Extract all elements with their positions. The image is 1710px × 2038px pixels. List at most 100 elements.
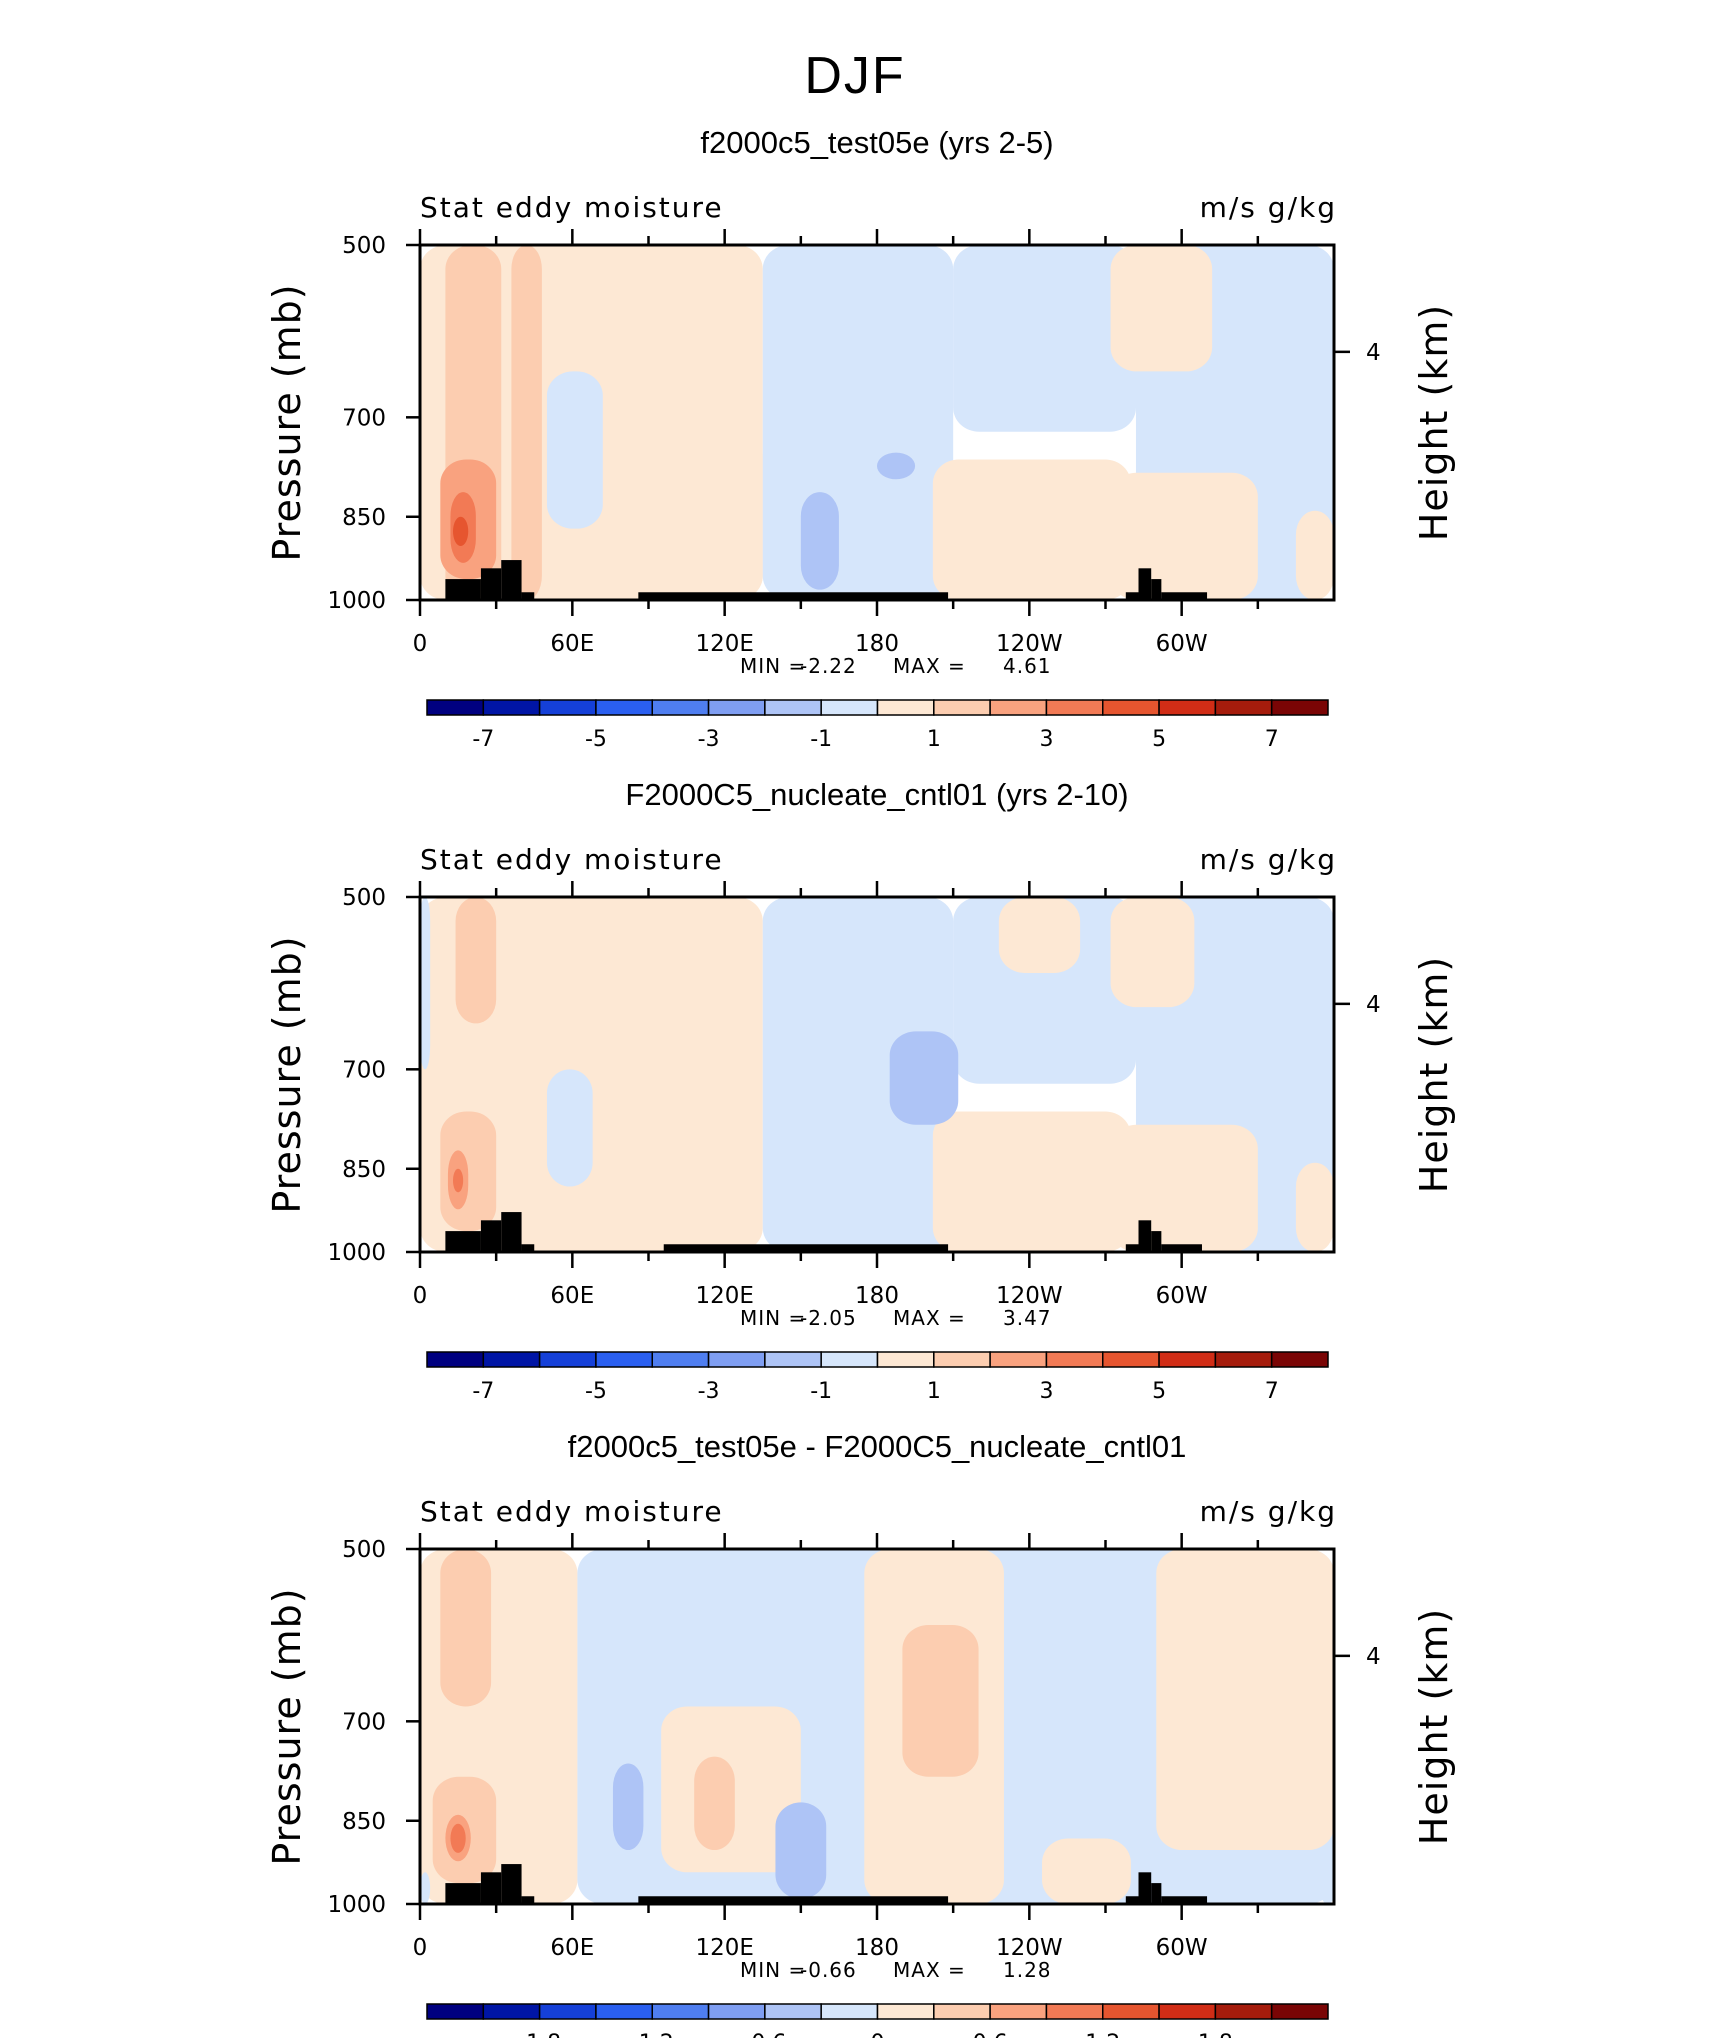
terrain-block — [1161, 1244, 1202, 1252]
panel-title: f2000c5_test05e - F2000C5_nucleate_cntl0… — [568, 1429, 1187, 1464]
y-axis-title: Pressure (mb) — [265, 1587, 309, 1865]
contour-region — [1156, 1549, 1334, 1851]
panel-title: f2000c5_test05e (yrs 2-5) — [700, 125, 1053, 160]
colorbar-label: -1.2 — [631, 2031, 674, 2038]
colorbar-swatch — [1045, 2003, 1104, 2020]
colorbar-swatch — [1158, 2003, 1217, 2020]
contour-region — [453, 516, 469, 547]
max-value: 1.28 — [1003, 1958, 1052, 1982]
colorbar-label: -0.6 — [743, 2031, 786, 2038]
chart-panel-3: f2000c5_test05e - F2000C5_nucleate_cntl0… — [265, 1429, 1456, 2038]
max-label: MAX = — [893, 1958, 966, 1982]
colorbar-label: 1.2 — [1085, 2031, 1120, 2038]
terrain-block — [1125, 1896, 1139, 1904]
colorbar-swatch — [820, 2003, 879, 2020]
contour-region — [1295, 1162, 1334, 1252]
terrain-block — [521, 1896, 535, 1904]
terrain-block — [1138, 1220, 1152, 1252]
colorbar-swatch — [820, 699, 879, 716]
colorbar-swatch — [426, 2003, 485, 2020]
contour-region — [612, 1763, 644, 1851]
terrain-block — [445, 579, 481, 600]
variable-label: Stat eddy moisture — [420, 1495, 724, 1528]
contour-region — [420, 897, 431, 1070]
colorbar-swatch — [1158, 1351, 1217, 1368]
terrain-block — [501, 1212, 522, 1252]
y-tick-label: 700 — [342, 405, 386, 431]
units-label: m/s g/kg — [1200, 191, 1337, 224]
colorbar-label: -5 — [585, 1379, 607, 1404]
x-tick-label: 0 — [413, 1935, 428, 1961]
contour-region — [546, 371, 603, 529]
contour-region — [932, 459, 1131, 600]
colorbar-swatch — [707, 2003, 766, 2020]
y-tick-label: 1000 — [327, 1240, 386, 1266]
terrain-block — [1125, 1244, 1139, 1252]
colorbar-label: -1 — [810, 727, 832, 752]
colorbar-label: 0 — [871, 2031, 885, 2038]
units-label: m/s g/kg — [1200, 843, 1337, 876]
colorbar-swatch — [1214, 699, 1273, 716]
colorbar-label: -1.8 — [518, 2031, 561, 2038]
terrain-block — [480, 568, 502, 600]
y2-tick-label: 4 — [1366, 992, 1381, 1018]
colorbar-swatch — [1270, 2003, 1329, 2020]
y-axis-title: Pressure (mb) — [265, 283, 309, 561]
x-tick-label: 60W — [1156, 631, 1208, 657]
colorbar-label: 5 — [1152, 727, 1166, 752]
colorbar-swatch — [1158, 699, 1217, 716]
contour-region — [455, 897, 497, 1024]
colorbar-swatch — [426, 1351, 485, 1368]
terrain-block — [638, 592, 949, 600]
y2-tick-label: 4 — [1366, 340, 1381, 366]
colorbar-swatch — [651, 2003, 710, 2020]
colorbar-swatch — [989, 1351, 1048, 1368]
colorbar-label: 3 — [1039, 1379, 1053, 1404]
colorbar-swatch — [1270, 1351, 1329, 1368]
contour-region — [420, 897, 763, 1252]
colorbar-label: 1 — [927, 727, 941, 752]
contour-region — [1110, 1124, 1258, 1252]
colorbar-swatch — [1214, 2003, 1273, 2020]
terrain-block — [638, 1896, 949, 1904]
terrain-block — [1151, 1883, 1162, 1904]
terrain-block — [663, 1244, 949, 1252]
terrain-block — [521, 1244, 535, 1252]
x-tick-label: 60E — [550, 1283, 594, 1309]
colorbar: -7 -5 -3 -1 1 3 5 7 — [426, 699, 1329, 752]
variable-label: Stat eddy moisture — [420, 191, 724, 224]
contour-region — [1295, 510, 1334, 600]
y-tick-label: 500 — [342, 885, 386, 911]
contour-region — [420, 1872, 431, 1904]
max-label: MAX = — [893, 1306, 966, 1330]
y-axis-title: Pressure (mb) — [265, 935, 309, 1213]
terrain-block — [501, 1864, 522, 1904]
contour-region — [932, 1111, 1131, 1252]
contour-field — [420, 897, 1334, 1252]
y-tick-label: 850 — [342, 505, 386, 531]
contour-region — [694, 1756, 735, 1851]
x-tick-label: 180 — [855, 631, 899, 657]
contour-region — [953, 245, 1136, 432]
contour-field — [420, 245, 1334, 600]
terrain-block — [1138, 1872, 1152, 1904]
y2-axis-title: Height (km) — [1412, 304, 1456, 541]
colorbar-swatch — [876, 2003, 935, 2020]
colorbar-label: 7 — [1265, 727, 1279, 752]
colorbar-label: 7 — [1265, 1379, 1279, 1404]
x-tick-label: 180 — [855, 1935, 899, 1961]
contour-region — [762, 245, 954, 600]
variable-label: Stat eddy moisture — [420, 843, 724, 876]
terrain-block — [445, 1231, 481, 1252]
x-tick-label: 60E — [550, 1935, 594, 1961]
colorbar-label: -3 — [698, 1379, 720, 1404]
min-value: -0.66 — [800, 1958, 857, 1982]
terrain-block — [480, 1220, 502, 1252]
max-label: MAX = — [893, 654, 966, 678]
panel-title: F2000C5_nucleate_cntl01 (yrs 2-10) — [625, 777, 1128, 812]
terrain-block — [1125, 592, 1139, 600]
colorbar-swatch — [1214, 1351, 1273, 1368]
terrain-block — [1151, 1231, 1162, 1252]
x-tick-label: 120W — [996, 1283, 1063, 1309]
terrain-block — [1161, 592, 1208, 600]
